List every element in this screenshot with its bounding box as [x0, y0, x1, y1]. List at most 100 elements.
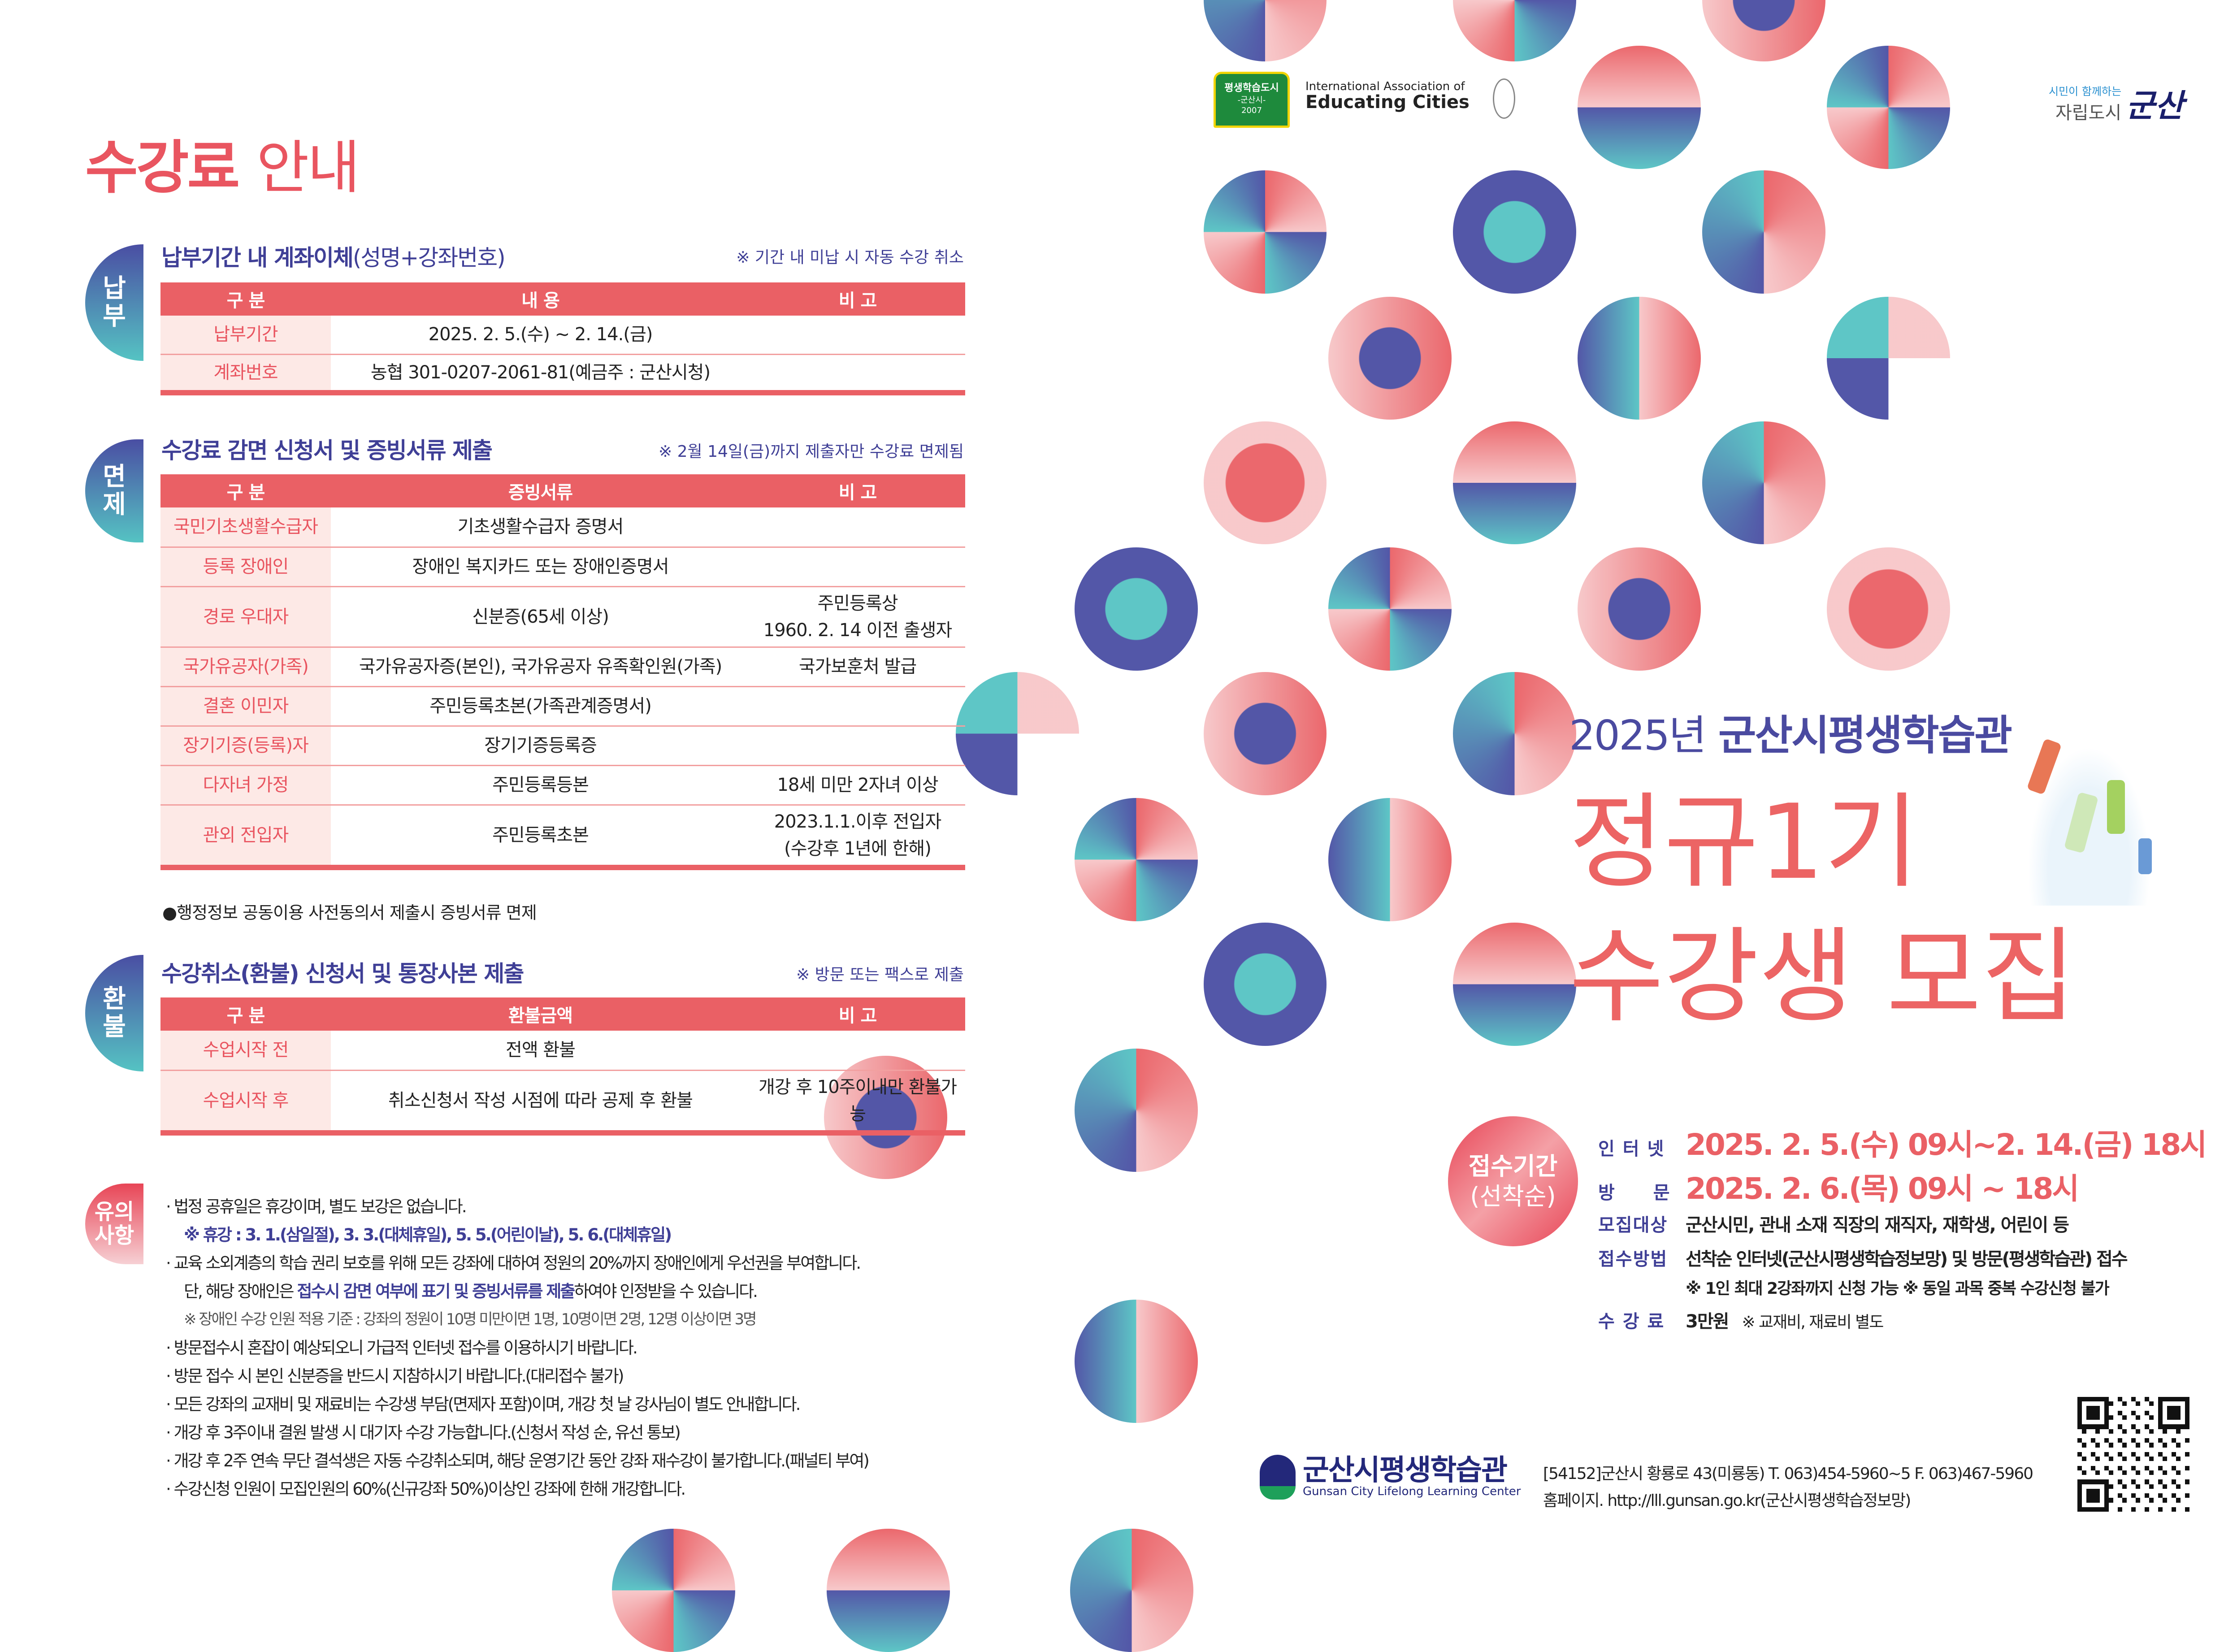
table-row: 등록 장애인 장애인 복지카드 또는 장애인증명서	[160, 547, 965, 587]
column-header: 구 분	[160, 474, 331, 507]
notice-item: · 모든 강좌의 교재비 및 재료비는 수강생 부담(면제자 포함)이며, 개강…	[166, 1395, 801, 1414]
slogan-main: 자립도시	[2055, 103, 2122, 123]
table-cell: 관외 전입자	[160, 805, 331, 870]
table-cell: 국가보훈처 발급	[750, 647, 965, 687]
org-name-kr: 군산시평생학습관	[1303, 1454, 1508, 1487]
exemption-footnote: ●행정정보 공동이용 사전동의서 제출시 증빙서류 면제	[162, 903, 537, 923]
table-row: 계좌번호 농협 301-0207-2061-81(예금주 : 군산시청)	[160, 354, 965, 395]
decorative-circle	[1826, 46, 1950, 169]
table-cell: 수업시작 전	[160, 1031, 331, 1071]
org-emblem-icon	[1260, 1455, 1296, 1500]
decorative-circle	[1702, 170, 1825, 294]
notice-emphasis: 접수시 감면 여부에 표기 및 증빙서류를 제출	[297, 1282, 575, 1301]
title-thin: 안내	[256, 134, 360, 201]
table-cell: 2025. 2. 5.(수) ~ 2. 14.(금)	[331, 316, 750, 355]
internet-label: 인 터 넷	[1598, 1139, 1665, 1159]
badge-char: 유의	[94, 1199, 134, 1225]
title-thin: (성명+강좌번호)	[352, 245, 506, 271]
exemption-badge: 면 제	[85, 439, 143, 542]
notice-text: 단, 해당 장애인은	[184, 1282, 297, 1301]
table-cell	[750, 507, 965, 548]
table-cell: 다자녀 가정	[160, 765, 331, 806]
decorative-circle	[1577, 296, 1701, 420]
refund-badge: 환 불	[85, 955, 143, 1071]
table-cell: 기초생활수급자 증명서	[331, 507, 750, 548]
table-cell: 18세 미만 2자녀 이상	[750, 765, 965, 806]
decorative-circle	[1702, 421, 1825, 545]
decorative-circle	[1452, 170, 1576, 294]
homepage-link[interactable]: 홈페이지. http://lll.gunsan.go.kr(군산시평생학습정보망…	[1543, 1492, 1911, 1510]
method-row: 접수방법 선착순 인터넷(군산시평생학습정보망) 및 방문(평생학습관) 접수	[1598, 1244, 2128, 1270]
decorative-circle	[1328, 798, 1452, 922]
decorative-circle	[1452, 672, 1576, 795]
badge-char: 제	[103, 490, 126, 519]
fee-row: 수 강 료 3만원 ※ 교재비, 재료비 별도	[1598, 1307, 1884, 1333]
target-value: 군산시민, 관내 소재 직장의 재직자, 재학생, 어린이 등	[1686, 1215, 2069, 1236]
table-row: 국민기초생활수급자 기초생활수급자 증명서	[160, 507, 965, 548]
jumping-people-illustration	[2017, 726, 2161, 906]
table-cell: 국가유공자(가족)	[160, 647, 331, 687]
column-header: 구 분	[160, 997, 331, 1031]
decorative-circle	[611, 1529, 735, 1652]
table-cell: 주민등록상 1960. 2. 14 이전 출생자	[750, 586, 965, 648]
notice-item: ※ 휴강 : 3. 1.(삼일절), 3. 3.(대체휴일), 5. 5.(어린…	[184, 1225, 672, 1244]
table-cell: 개강 후 10주이내만 환불가능	[750, 1070, 965, 1136]
notice-item: · 개강 후 2주 연속 무단 결석생은 자동 수강취소되며, 해당 운영기간 …	[166, 1451, 870, 1470]
column-header: 내 용	[331, 282, 750, 316]
table-cell	[750, 316, 965, 355]
decorative-circle	[1075, 798, 1198, 922]
qr-code[interactable]	[2077, 1397, 2189, 1512]
fee-label: 수 강 료	[1598, 1311, 1665, 1332]
decorative-circle	[827, 1529, 950, 1652]
registration-period-badge: 접수기간 (선착순)	[1448, 1116, 1578, 1246]
table-row: 관외 전입자 주민등록초본 2023.1.1.이후 전입자 (수강후 1년에 한해)	[160, 805, 965, 870]
table-row: 결혼 이민자 주민등록초본(가족관계증명서)	[160, 686, 965, 727]
badge-line2: (선착순)	[1470, 1182, 1556, 1210]
decorative-circle	[1826, 547, 1950, 671]
table-cell: 전액 환불	[331, 1031, 750, 1071]
notice-item: · 교육 소외계층의 학습 권리 보호를 위해 모든 강좌에 대하여 정원의 2…	[166, 1253, 861, 1273]
iaec-logo: International Association of Educating C…	[1305, 80, 1470, 112]
table-cell: 수업시작 후	[160, 1070, 331, 1136]
column-header: 환불금액	[331, 997, 750, 1031]
table-cell: 결혼 이민자	[160, 686, 331, 727]
table-row: 다자녀 가정 주민등록등본 18세 미만 2자녀 이상	[160, 765, 965, 806]
table-cell: 장애인 복지카드 또는 장애인증명서	[331, 547, 750, 587]
decorative-circle	[1203, 421, 1327, 545]
footer-contact: [54152]군산시 황룡로 43(미룡동) T. 063)454-5960~5…	[1543, 1461, 2033, 1514]
headline-year: 2025년	[1569, 711, 1707, 759]
decorative-circle	[1203, 0, 1327, 62]
page-title: 수강료 안내	[85, 121, 360, 204]
notice-text: 하여야 인정받을 수 있습니다.	[574, 1282, 758, 1301]
refund-note: ※ 방문 또는 팩스로 제출	[796, 966, 964, 984]
badge-char: 사항	[94, 1223, 134, 1248]
payment-note: ※ 기간 내 미납 시 자동 수강 취소	[736, 248, 964, 267]
column-header: 비 고	[750, 282, 965, 316]
table-cell: 계좌번호	[160, 354, 331, 395]
column-header: 증빙서류	[331, 474, 750, 507]
notices-list: · 법정 공휴일은 휴강이며, 별도 보강은 없습니다. ※ 휴강 : 3. 1.…	[166, 1192, 870, 1503]
decorative-circle	[1070, 1529, 1194, 1652]
decorative-circle	[1075, 1299, 1198, 1423]
badge-char: 불	[103, 1012, 126, 1041]
slogan-logo: 시민이 함께하는 자립도시 군산	[2049, 81, 2184, 126]
globe-icon	[1493, 78, 1515, 119]
badge-char: 면	[103, 462, 126, 492]
table-cell: 주민등록초본	[331, 805, 750, 870]
decorative-circle	[1452, 0, 1576, 62]
headline-recruit: 수강생 모집	[1569, 917, 2077, 1037]
table-header-row: 구 분 증빙서류 비 고	[160, 474, 965, 507]
target-row: 모집대상 군산시민, 관내 소재 직장의 재직자, 재학생, 어린이 등	[1598, 1210, 2069, 1236]
table-row: 수업시작 전 전액 환불	[160, 1031, 965, 1071]
notices-badge: 유의 사항	[85, 1184, 143, 1264]
decorative-circle	[1702, 0, 1825, 62]
fee-note: ※ 교재비, 재료비 별도	[1742, 1313, 1884, 1331]
table-cell: 2023.1.1.이후 전입자 (수강후 1년에 한해)	[750, 805, 965, 870]
exemption-table: 구 분 증빙서류 비 고 국민기초생활수급자 기초생활수급자 증명서 등록 장애인 장애인 …	[160, 474, 965, 870]
method-value: 선착순 인터넷(군산시평생학습정보망) 및 방문(평생학습관) 접수	[1686, 1249, 2128, 1270]
title-bold: 수강료	[85, 134, 240, 201]
iaec-line1: International Association of	[1305, 80, 1465, 93]
internet-value: 2025. 2. 5.(수) 09시~2. 14.(금) 18시	[1686, 1127, 2207, 1162]
